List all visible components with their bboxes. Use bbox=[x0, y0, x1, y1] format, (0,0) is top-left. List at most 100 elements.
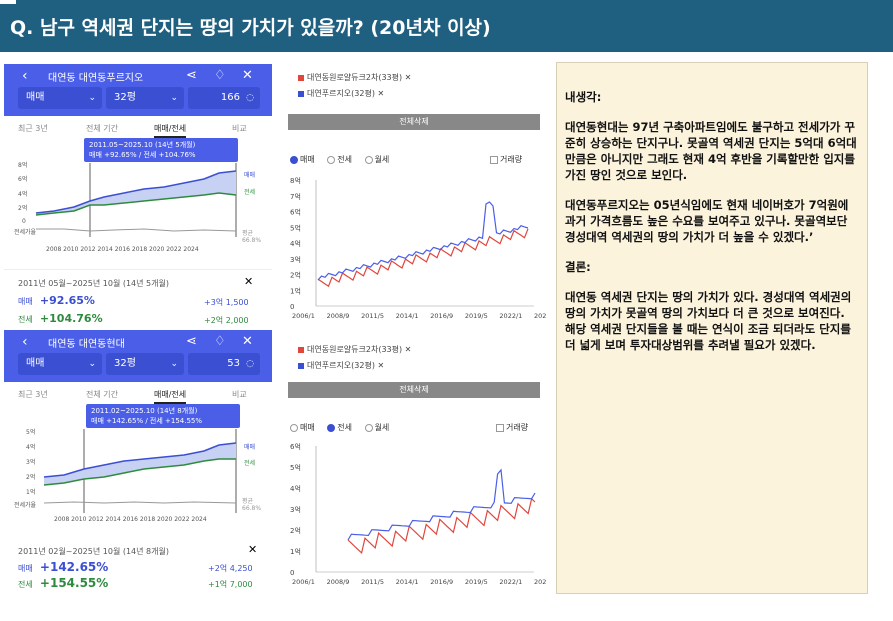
tab-all-period[interactable]: 전체 기간 bbox=[86, 124, 118, 133]
chevron-down-icon: ⌄ bbox=[88, 359, 96, 369]
y-tick-label: 7억 bbox=[290, 193, 301, 201]
review-count-chip[interactable]: 166 ◌ bbox=[188, 87, 260, 109]
y-tick-label: 6억 bbox=[290, 443, 301, 451]
y-tick: 4억 bbox=[18, 191, 28, 198]
y-tick: 1억 bbox=[26, 489, 36, 496]
share-icon[interactable]: ⋖ bbox=[186, 68, 197, 83]
radio-sale[interactable]: 매매 bbox=[290, 155, 315, 164]
chat-icon: ◌ bbox=[246, 93, 254, 103]
tab-recent-3y[interactable]: 최근 3년 bbox=[18, 124, 48, 133]
tab-sale-jeonse[interactable]: 매매/전세 bbox=[154, 123, 187, 138]
jeonse-summary: 전세 +154.55% bbox=[18, 576, 109, 590]
ratio-label: 평균 66.8% bbox=[242, 498, 262, 512]
radio-jeonse[interactable]: 전세 bbox=[327, 423, 352, 432]
summary-period: 2011년 02월~2025년 10월 (14년 8개월) bbox=[18, 547, 169, 556]
tab-recent-3y[interactable]: 최근 3년 bbox=[18, 390, 48, 399]
y-tick-label: 5억 bbox=[290, 464, 301, 472]
x-tick-label: 2006/1 bbox=[292, 578, 315, 586]
panel-header: ‹ 대연동 대연동푸르지오 ⋖ ♢ ✕ 매매 ⌄ 32평 ⌄ 166 ◌ bbox=[4, 64, 272, 116]
period-tooltip: 2011.02~2025.10 (14년 8개월) 매매 +142.65% / … bbox=[86, 404, 240, 428]
jeonse-rate-label: 전세가율 bbox=[14, 229, 37, 236]
x-axis-ticks: 2008 2010 2012 2014 2016 2018 2020 2022 … bbox=[46, 246, 199, 253]
close-icon[interactable]: ✕ bbox=[242, 334, 253, 349]
summary-box: 2011년 05월~2025년 10월 (14년 5개월) ✕ 매매 +92.6… bbox=[4, 269, 272, 329]
y-tick-label: 8억 bbox=[290, 177, 301, 185]
chat-icon: ◌ bbox=[246, 359, 254, 369]
size-select[interactable]: 32평 ⌄ bbox=[106, 87, 184, 109]
bell-icon[interactable]: ♢ bbox=[214, 68, 226, 83]
x-tick-label: 2011/5 bbox=[361, 312, 384, 320]
y-tick-label: 5억 bbox=[290, 224, 301, 232]
clear-all-button[interactable]: 전체삭제 bbox=[288, 382, 540, 398]
series-line-purgio bbox=[317, 201, 529, 281]
series-line-royal-duke bbox=[347, 497, 536, 555]
x-tick-label: 2008/9 bbox=[327, 312, 350, 320]
complex-panel-purgio: ‹ 대연동 대연동푸르지오 ⋖ ♢ ✕ 매매 ⌄ 32평 ⌄ 166 ◌ 최근 3년 … bbox=[4, 64, 272, 326]
deal-type-select[interactable]: 매매 ⌄ bbox=[18, 353, 102, 375]
radio-sale[interactable]: 매매 bbox=[290, 423, 315, 432]
series-line-purgio bbox=[347, 468, 536, 541]
bell-icon[interactable]: ♢ bbox=[214, 334, 226, 349]
legend-item-purgio: 대연푸르지오(32평) ✕ bbox=[298, 360, 384, 371]
back-arrow-icon[interactable]: ‹ bbox=[22, 68, 28, 84]
close-icon[interactable]: ✕ bbox=[248, 543, 258, 556]
x-tick-label: 2014/1 bbox=[396, 312, 419, 320]
y-tick: 0 bbox=[22, 218, 26, 225]
x-tick-label: 2006/1 bbox=[292, 312, 315, 320]
tab-all-period[interactable]: 전체 기간 bbox=[86, 390, 118, 399]
title-accent bbox=[0, 0, 16, 4]
chevron-down-icon: ⌄ bbox=[170, 359, 178, 369]
deal-type-radio-group: 매매 전세 월세 bbox=[290, 422, 389, 433]
share-icon[interactable]: ⋖ bbox=[186, 334, 197, 349]
x-tick-label: 2011/5 bbox=[361, 578, 384, 586]
tab-compare[interactable]: 비교 bbox=[232, 124, 247, 133]
chevron-down-icon: ⌄ bbox=[88, 93, 96, 103]
complex-name: 대연동 대연동푸르지오 bbox=[48, 73, 144, 84]
remove-series-icon[interactable]: ✕ bbox=[402, 73, 412, 82]
remove-series-icon[interactable]: ✕ bbox=[402, 345, 412, 354]
x-tick-label: 2022/1 bbox=[499, 578, 522, 586]
complex-panel-hyundai: ‹ 대연동 대연동현대 ⋖ ♢ ✕ 매매 ⌄ 32평 ⌄ 53 ◌ 최근 3년 전체 … bbox=[4, 330, 272, 598]
volume-checkbox[interactable]: 거래량 bbox=[496, 422, 528, 433]
y-tick: 4억 bbox=[26, 444, 36, 451]
summary-period: 2011년 05월~2025년 10월 (14년 5개월) bbox=[18, 279, 169, 288]
sale-side-label: 매매 bbox=[244, 444, 256, 451]
close-icon[interactable]: ✕ bbox=[242, 68, 253, 83]
deal-type-radio-group: 매매 전세 월세 bbox=[290, 154, 389, 165]
x-axis-ticks: 2008 2010 2012 2014 2016 2018 2020 2022 … bbox=[54, 516, 207, 523]
legend-swatch bbox=[298, 362, 304, 369]
y-tick: 2억 bbox=[26, 474, 36, 481]
y-tick-label: 2억 bbox=[290, 527, 301, 535]
remove-series-icon[interactable]: ✕ bbox=[374, 89, 385, 98]
y-tick-label: 1억 bbox=[290, 287, 301, 295]
radio-jeonse[interactable]: 전세 bbox=[327, 155, 352, 164]
tab-compare[interactable]: 비교 bbox=[232, 390, 247, 399]
y-tick-label: 6억 bbox=[290, 209, 301, 217]
y-tick: 3억 bbox=[26, 459, 36, 466]
close-icon[interactable]: ✕ bbox=[244, 275, 254, 288]
jeonse-rate-label: 전세가율 bbox=[14, 502, 37, 509]
sale-jeonse-gap-area bbox=[36, 171, 236, 215]
back-arrow-icon[interactable]: ‹ bbox=[22, 334, 28, 350]
review-count-chip[interactable]: 53 ◌ bbox=[188, 353, 260, 375]
remove-series-icon[interactable]: ✕ bbox=[374, 361, 385, 370]
period-tabs: 최근 3년 전체 기간 매매/전세 비교 bbox=[4, 384, 272, 404]
y-tick-label: 3억 bbox=[290, 256, 301, 264]
summary-box: 2011년 02월~2025년 10월 (14년 8개월) ✕ 매매 +142.… bbox=[4, 538, 272, 598]
legend-item-royal-duke: 대연동원로얄듀크2차(33평) ✕ bbox=[298, 344, 411, 355]
period-tabs: 최근 3년 전체 기간 매매/전세 비교 bbox=[4, 118, 272, 138]
sale-line bbox=[35, 170, 237, 214]
deal-type-select[interactable]: 매매 ⌄ bbox=[18, 87, 102, 109]
radio-wolse[interactable]: 월세 bbox=[364, 155, 389, 164]
x-tick-label: 2016/9 bbox=[430, 312, 453, 320]
tab-sale-jeonse[interactable]: 매매/전세 bbox=[154, 389, 187, 404]
volume-checkbox[interactable]: 거래량 bbox=[490, 154, 522, 165]
x-tick-label: 2019/5 bbox=[465, 312, 488, 320]
size-select[interactable]: 32평 ⌄ bbox=[106, 353, 184, 375]
jeonse-line bbox=[35, 192, 237, 216]
radio-wolse[interactable]: 월세 bbox=[364, 423, 389, 432]
y-tick-label: 4억 bbox=[290, 240, 301, 248]
clear-all-button[interactable]: 전체삭제 bbox=[288, 114, 540, 130]
y-tick-label: 0 bbox=[290, 303, 294, 311]
legend-item-royal-duke: 대연동원로얄듀크2차(33평) ✕ bbox=[298, 72, 411, 83]
